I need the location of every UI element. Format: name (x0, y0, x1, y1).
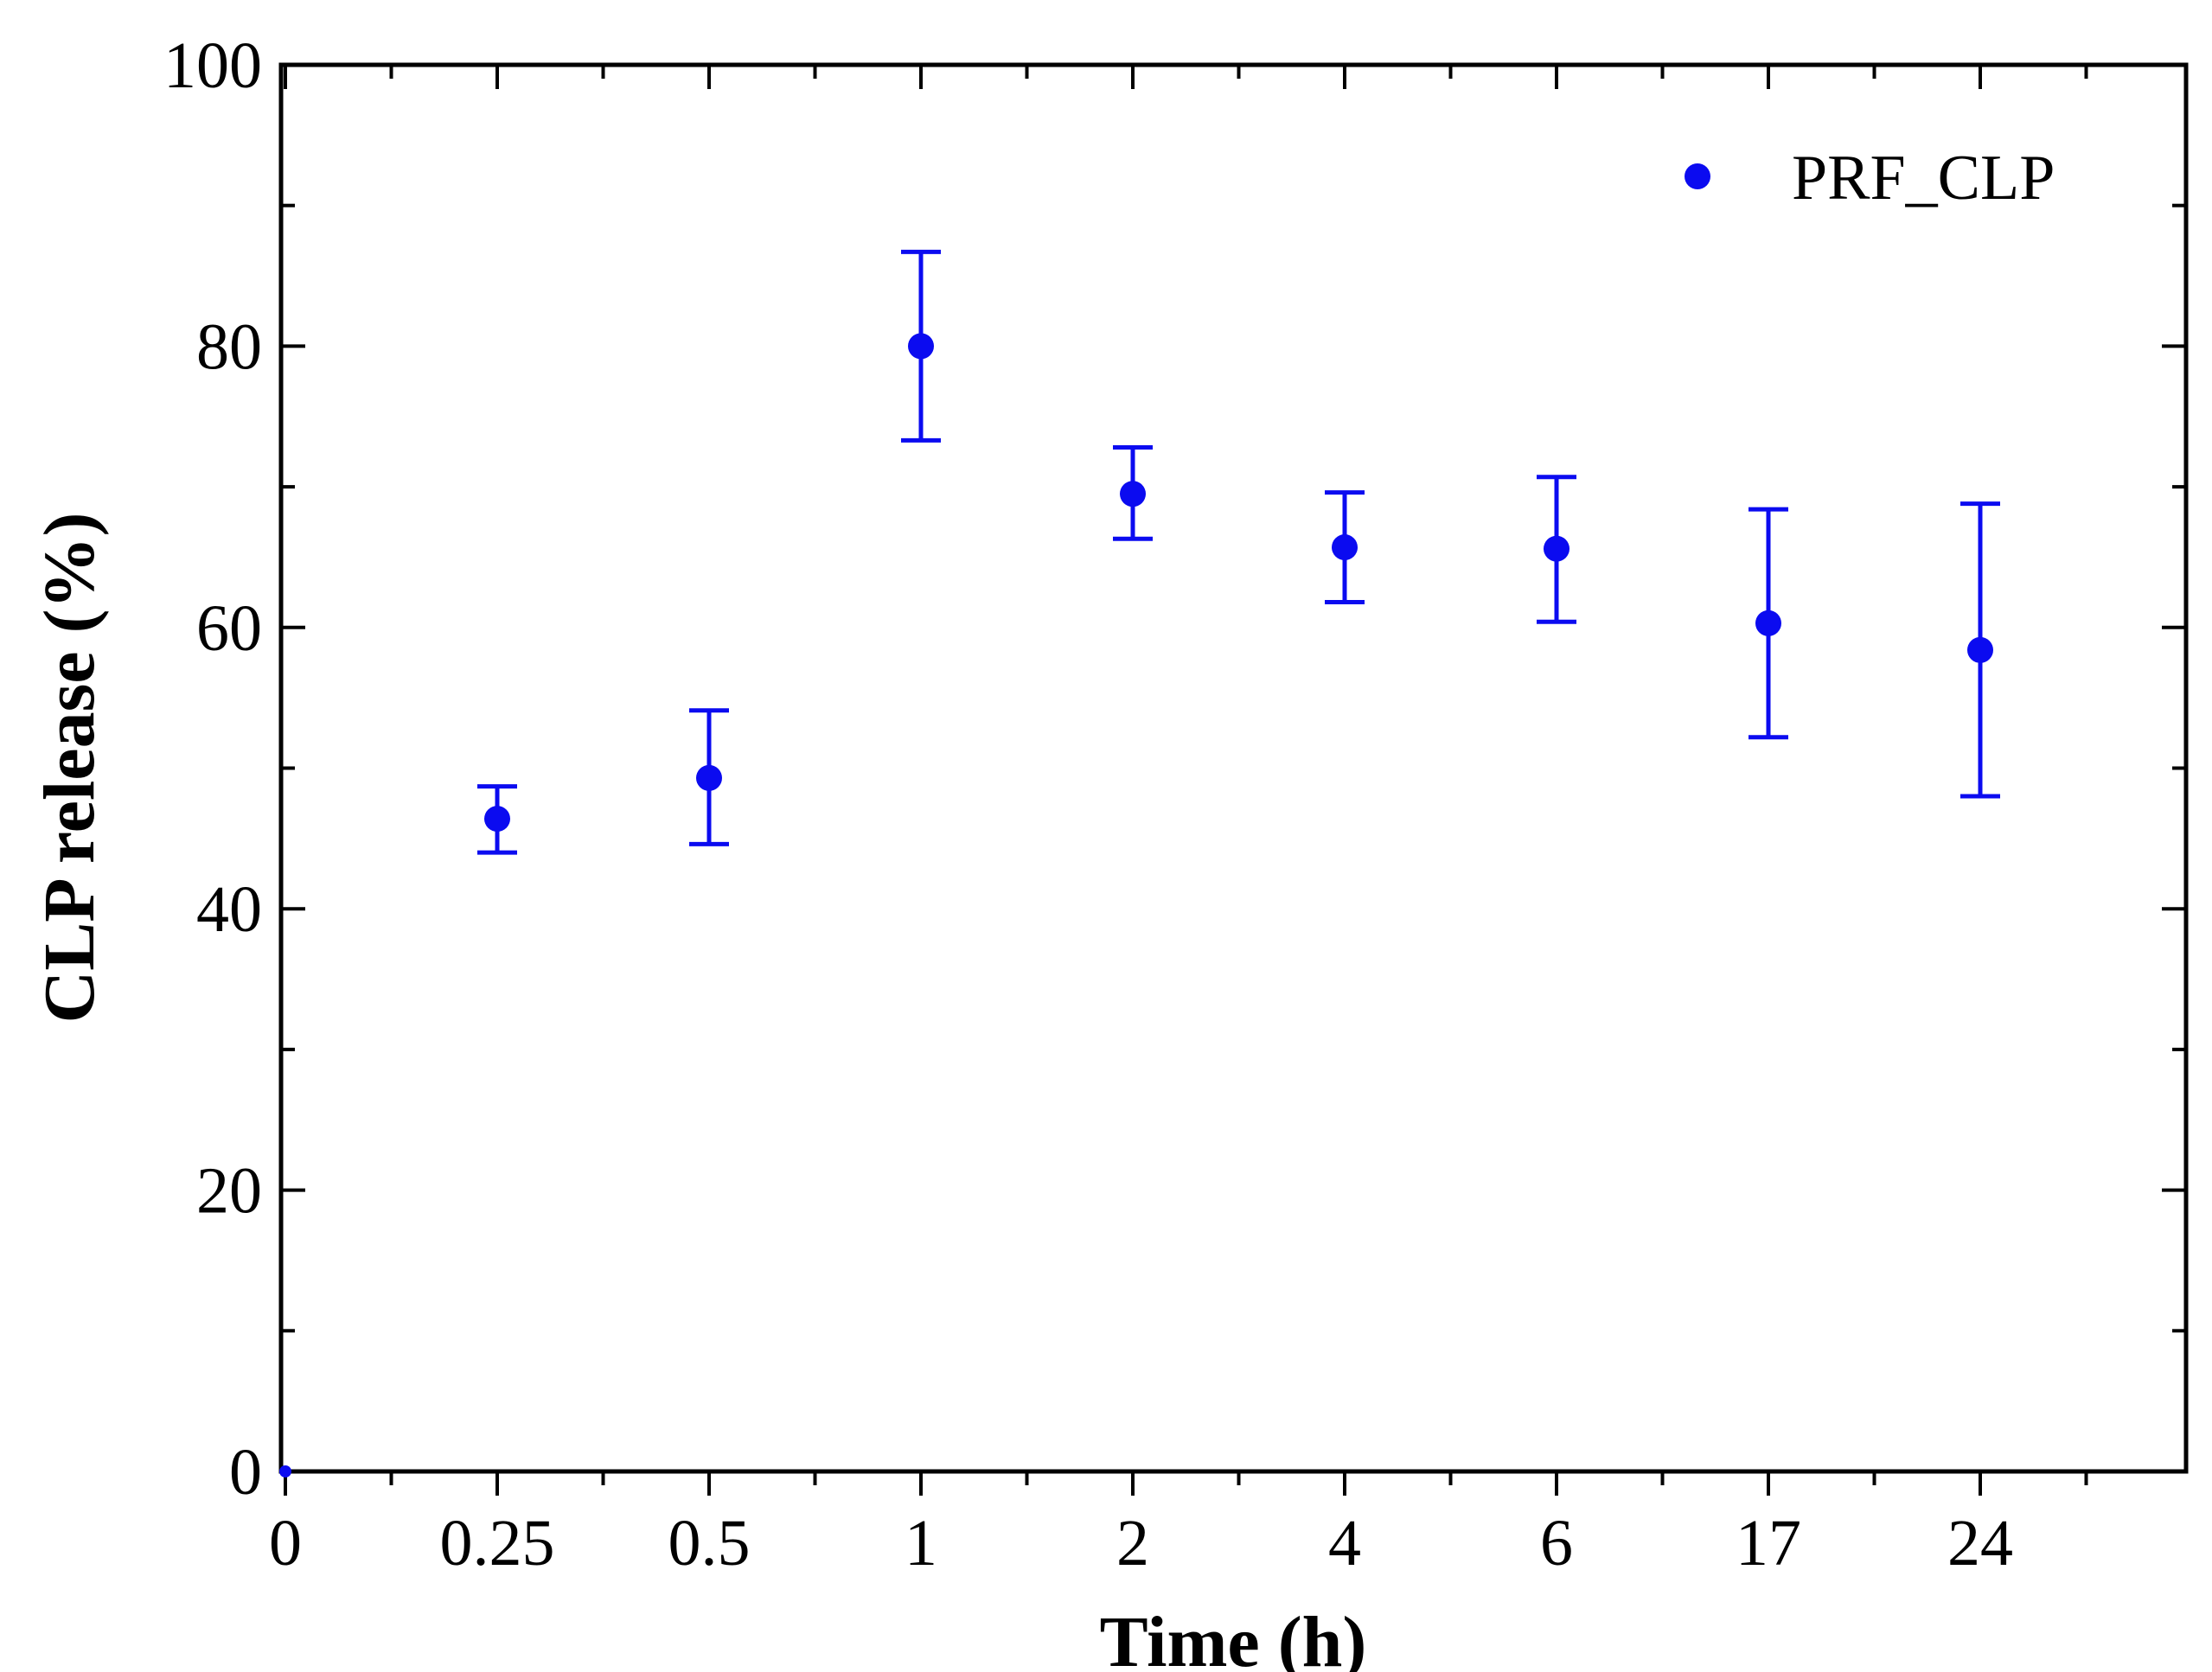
x-tick-label: 17 (1736, 1507, 1801, 1579)
x-axis-title: Time (h) (1100, 1602, 1367, 1672)
x-tick-label: 6 (1540, 1507, 1573, 1579)
data-point (1755, 609, 1781, 636)
error-bars (477, 249, 2000, 855)
x-tick-label: 0 (269, 1507, 302, 1579)
data-point (1332, 534, 1358, 561)
legend-label: PRF_CLP (1792, 143, 2055, 214)
y-tick-label: 40 (196, 873, 262, 946)
legend-marker (1685, 163, 1710, 189)
data-point (1544, 535, 1569, 562)
x-tick-label: 1 (905, 1507, 937, 1579)
data-points (279, 333, 1993, 1477)
y-axis-tick-labels: 0 20 40 60 80 100 (163, 29, 262, 1509)
x-axis-ticks (284, 65, 2088, 1496)
y-tick-label: 60 (196, 592, 262, 665)
x-tick-label: 2 (1116, 1507, 1149, 1579)
y-tick-label: 80 (196, 310, 262, 383)
legend: PRF_CLP (1685, 143, 2055, 214)
x-tick-label: 0.5 (668, 1507, 751, 1579)
x-axis-tick-labels: 0 0.25 0.5 1 2 4 6 17 24 (269, 1507, 2013, 1579)
data-point (1120, 481, 1146, 507)
y-axis-title: CLP release (%) (29, 513, 110, 1024)
x-tick-label: 4 (1328, 1507, 1361, 1579)
x-tick-label: 0.25 (440, 1507, 555, 1579)
data-point (696, 764, 722, 791)
y-tick-label: 20 (196, 1155, 262, 1228)
y-tick-label: 0 (229, 1436, 262, 1509)
y-axis-ticks (281, 63, 2186, 1473)
x-tick-label: 24 (1947, 1507, 2013, 1579)
data-point (279, 1465, 291, 1477)
data-point (484, 806, 510, 833)
plot-frame (278, 62, 2189, 1474)
data-point (1967, 636, 1993, 663)
y-tick-label: 100 (163, 29, 262, 102)
data-point (908, 333, 934, 360)
